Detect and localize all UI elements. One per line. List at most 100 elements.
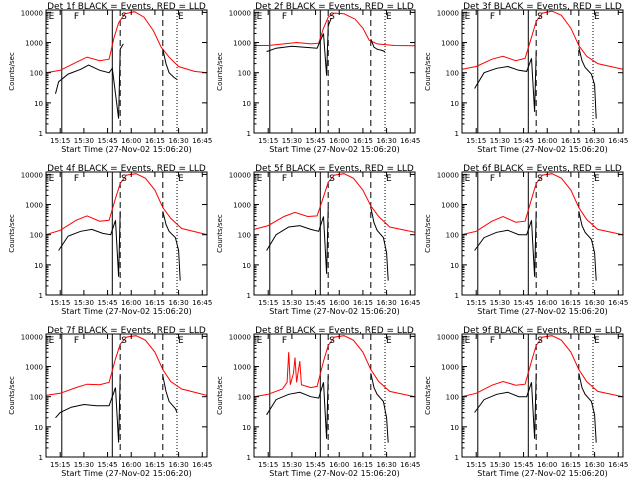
lld-series-line xyxy=(46,173,207,236)
marker-letter: F xyxy=(282,336,287,346)
marker-letter: E xyxy=(465,336,471,346)
events-series-line-late xyxy=(370,207,389,281)
x-tick-label: 15:30 xyxy=(74,299,94,307)
marker-letter: E xyxy=(178,12,184,22)
panel-7: Det 7f BLACK = Events, RED = LLD 1 10 100 10… xyxy=(8,326,212,478)
x-axis-label: Start Time (27-Nov-02 15:06:20) xyxy=(477,145,607,154)
y-tick-label: 1000 xyxy=(25,40,43,48)
y-tick-label: 10 xyxy=(450,424,459,432)
y-axis-label: Counts/sec xyxy=(424,376,432,415)
y-tick-label: 10 xyxy=(34,424,43,432)
x-tick-label: 15:45 xyxy=(97,299,117,307)
marker-letter: E xyxy=(386,174,392,184)
x-tick-label: 15:15 xyxy=(466,299,486,307)
y-tick-label: 100 xyxy=(238,70,251,78)
plot-frame xyxy=(45,333,208,458)
x-tick-label: 16:30 xyxy=(584,461,604,469)
x-tick-label: 16:30 xyxy=(168,137,188,145)
x-tick-label: 15:15 xyxy=(50,299,70,307)
y-tick-label: 1000 xyxy=(441,364,459,372)
x-tick-label: 15:30 xyxy=(490,137,510,145)
plot-frame xyxy=(461,333,624,458)
x-tick-label: 15:45 xyxy=(97,461,117,469)
marker-letter: E xyxy=(594,174,600,184)
y-tick-label: 10 xyxy=(34,262,43,270)
marker-letter: F xyxy=(282,12,287,22)
marker-letter: E xyxy=(257,12,263,22)
y-tick-label: 100 xyxy=(30,394,43,402)
panel-title: Det 1f BLACK = Events, RED = LLD xyxy=(47,2,206,12)
y-axis-label: Counts/sec xyxy=(216,376,224,415)
panel-9: Det 9f BLACK = Events, RED = LLD 1 10 100 10… xyxy=(424,326,628,478)
marker-letter: F xyxy=(490,336,495,346)
y-axis-label: Counts/sec xyxy=(8,52,16,91)
x-tick-label: 16:45 xyxy=(192,299,212,307)
lld-series-line xyxy=(46,335,207,396)
x-tick-label: 16:15 xyxy=(561,461,581,469)
x-tick-label: 16:45 xyxy=(192,461,212,469)
x-tick-label: 16:00 xyxy=(329,461,349,469)
marker-letter: F xyxy=(490,174,495,184)
y-tick-label: 1 xyxy=(247,130,251,138)
x-tick-label: 15:30 xyxy=(282,137,302,145)
x-tick-label: 15:30 xyxy=(490,461,510,469)
x-axis-label: Start Time (27-Nov-02 15:06:20) xyxy=(61,469,191,478)
x-tick-label: 15:45 xyxy=(513,137,533,145)
events-series-line-late xyxy=(162,375,178,413)
lld-series-line xyxy=(462,10,623,70)
plot-frame xyxy=(45,9,208,134)
y-axis-label: Counts/sec xyxy=(424,214,432,253)
events-series-line xyxy=(55,375,121,443)
y-tick-label: 1 xyxy=(455,130,459,138)
x-tick-label: 16:00 xyxy=(537,299,557,307)
x-tick-label: 15:15 xyxy=(50,137,70,145)
x-tick-label: 16:00 xyxy=(329,137,349,145)
marker-letter: F xyxy=(74,336,79,346)
x-tick-label: 16:00 xyxy=(121,137,141,145)
panel-6: Det 6f BLACK = Events, RED = LLD 1 10 100 10… xyxy=(424,164,628,316)
x-tick-label: 16:15 xyxy=(145,299,165,307)
lld-series-line xyxy=(254,173,415,233)
y-tick-label: 10 xyxy=(242,424,251,432)
plot-frame xyxy=(253,333,416,458)
y-tick-label: 1000 xyxy=(25,364,43,372)
marker-letter: F xyxy=(490,12,495,22)
plot-frame xyxy=(253,171,416,296)
panel-2: Det 2f BLACK = Events, RED = LLD 1 10 100 10… xyxy=(216,2,420,154)
panel-8: Det 8f BLACK = Events, RED = LLD 1 10 100 10… xyxy=(216,326,420,478)
plot-frame xyxy=(461,171,624,296)
x-tick-label: 16:15 xyxy=(561,137,581,145)
panel-title: Det 8f BLACK = Events, RED = LLD xyxy=(255,326,414,336)
y-axis-label: Counts/sec xyxy=(8,376,16,415)
x-tick-label: 16:45 xyxy=(400,137,420,145)
marker-letter: S xyxy=(121,174,127,184)
x-tick-label: 16:15 xyxy=(145,137,165,145)
plot-frame xyxy=(45,171,208,296)
marker-letter: S xyxy=(329,336,335,346)
events-series-line xyxy=(474,211,537,277)
y-tick-label: 1 xyxy=(247,454,251,462)
x-tick-label: 16:15 xyxy=(353,137,373,145)
marker-letter: F xyxy=(282,174,287,184)
y-tick-label: 10000 xyxy=(437,333,459,341)
lld-series-line xyxy=(254,12,415,47)
y-tick-label: 10000 xyxy=(21,333,43,341)
y-tick-label: 10000 xyxy=(437,171,459,179)
x-tick-label: 16:45 xyxy=(192,137,212,145)
marker-letter: F xyxy=(74,12,79,22)
x-tick-label: 15:30 xyxy=(282,461,302,469)
marker-letter: E xyxy=(49,174,55,184)
events-series-line-late xyxy=(578,47,597,119)
panel-title: Det 3f BLACK = Events, RED = LLD xyxy=(463,2,622,12)
panel-5: Det 5f BLACK = Events, RED = LLD 1 10 100 10… xyxy=(216,164,420,316)
panel-title: Det 4f BLACK = Events, RED = LLD xyxy=(47,164,206,174)
x-tick-label: 15:30 xyxy=(490,299,510,307)
y-tick-label: 1 xyxy=(39,454,43,462)
x-axis-label: Start Time (27-Nov-02 15:06:20) xyxy=(477,307,607,316)
y-tick-label: 100 xyxy=(446,394,459,402)
x-tick-label: 15:30 xyxy=(74,137,94,145)
x-axis-label: Start Time (27-Nov-02 15:06:20) xyxy=(269,469,399,478)
y-tick-label: 1 xyxy=(455,454,459,462)
x-tick-label: 16:15 xyxy=(561,299,581,307)
y-tick-label: 1000 xyxy=(441,202,459,210)
